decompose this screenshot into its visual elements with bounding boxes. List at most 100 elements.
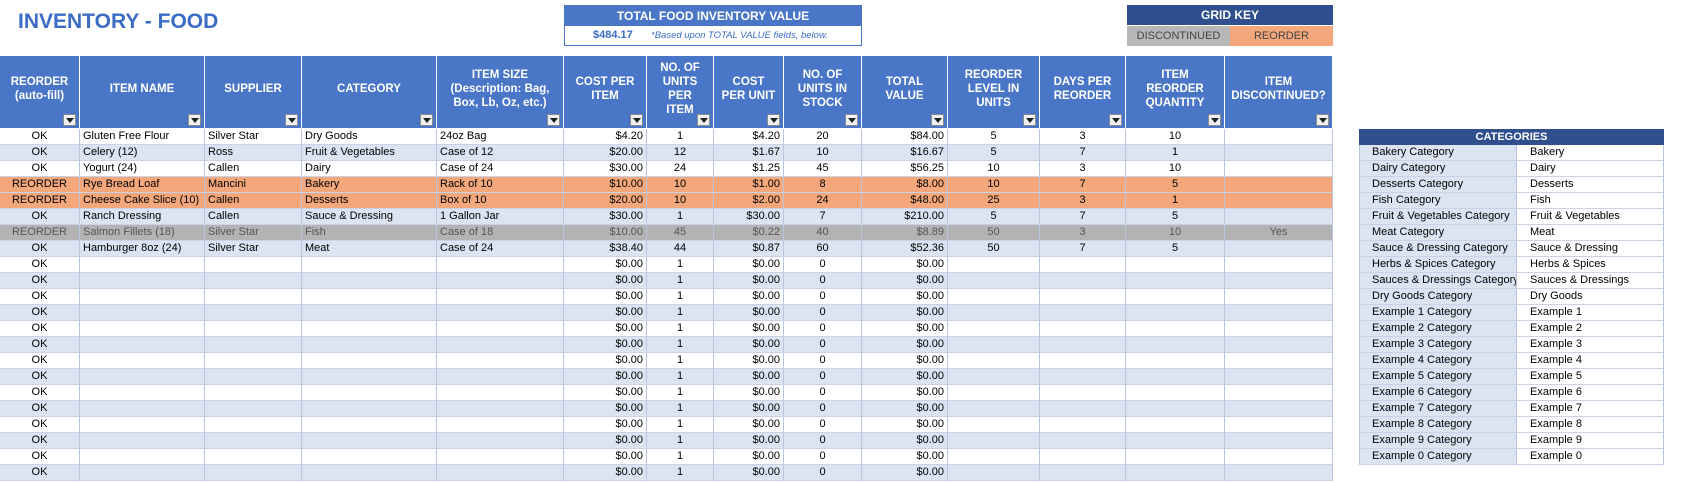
table-cell: 1 [647, 433, 714, 449]
table-cell [1225, 241, 1333, 257]
filter-button[interactable] [630, 114, 643, 126]
category-label: Example 1 Category [1359, 305, 1517, 321]
table-cell [302, 369, 437, 385]
table-cell [205, 369, 302, 385]
table-cell: 0 [784, 353, 862, 369]
filter-button[interactable] [697, 114, 710, 126]
table-cell: $0.00 [714, 305, 784, 321]
table-cell [437, 257, 564, 273]
category-label: Sauce & Dressing Category [1359, 241, 1517, 257]
column-header: COST PER ITEM [564, 56, 647, 128]
table-cell: Meat [302, 241, 437, 257]
table-cell: $0.00 [862, 305, 948, 321]
table-cell: $0.00 [862, 369, 948, 385]
table-cell [205, 385, 302, 401]
filter-button[interactable] [845, 114, 858, 126]
table-cell: 0 [784, 433, 862, 449]
table-cell: $0.00 [564, 289, 647, 305]
table-cell: OK [0, 417, 80, 433]
table-cell: 5 [948, 209, 1040, 225]
table-cell [948, 433, 1040, 449]
table-cell [437, 289, 564, 305]
table-row [0, 145, 1333, 161]
table-cell [437, 305, 564, 321]
filter-button[interactable] [63, 114, 76, 126]
table-cell: REORDER [0, 225, 80, 241]
table-row [0, 289, 1333, 305]
table-cell: 5 [1126, 209, 1225, 225]
table-cell [1126, 257, 1225, 273]
table-cell [1225, 433, 1333, 449]
filter-button[interactable] [1208, 114, 1221, 126]
table-cell [948, 337, 1040, 353]
table-cell: OK [0, 321, 80, 337]
table-cell: $0.00 [714, 449, 784, 465]
table-cell: 40 [784, 225, 862, 241]
table-cell [1126, 321, 1225, 337]
table-cell: 5 [948, 145, 1040, 161]
table-cell: 0 [784, 273, 862, 289]
table-cell [80, 353, 205, 369]
filter-button[interactable] [1109, 114, 1122, 126]
table-cell: 0 [784, 385, 862, 401]
filter-button[interactable] [285, 114, 298, 126]
table-cell [1225, 289, 1333, 305]
table-cell: $0.00 [564, 257, 647, 273]
table-cell: $84.00 [862, 129, 948, 145]
table-cell: $0.22 [714, 225, 784, 241]
table-row [0, 193, 1333, 209]
table-cell [302, 401, 437, 417]
table-cell: OK [0, 385, 80, 401]
table-cell: 0 [784, 449, 862, 465]
table-cell [205, 353, 302, 369]
total-value: $484.17 [593, 29, 633, 41]
table-cell [1040, 433, 1126, 449]
category-label: Fruit & Vegetables Category [1359, 209, 1517, 225]
table-cell [302, 465, 437, 481]
table-cell: $30.00 [564, 161, 647, 177]
table-cell [302, 417, 437, 433]
table-cell: $0.00 [564, 449, 647, 465]
filter-button[interactable] [420, 114, 433, 126]
filter-button[interactable] [767, 114, 780, 126]
category-label: Example 5 Category [1359, 369, 1517, 385]
table-cell: Hamburger 8oz (24) [80, 241, 205, 257]
filter-button[interactable] [1316, 114, 1329, 126]
column-header: ITEM REORDER QUANTITY [1126, 56, 1225, 128]
table-cell: $0.00 [564, 337, 647, 353]
table-cell: OK [0, 337, 80, 353]
table-cell: $30.00 [564, 209, 647, 225]
total-box: TOTAL FOOD INVENTORY VALUE $484.17 *Base… [564, 5, 862, 46]
table-cell: OK [0, 305, 80, 321]
category-value: Dairy [1517, 161, 1664, 177]
table-cell: 10 [784, 145, 862, 161]
column-header: REORDER LEVEL IN UNITS [948, 56, 1040, 128]
table-cell: $0.00 [862, 417, 948, 433]
table-cell [437, 273, 564, 289]
filter-button[interactable] [931, 114, 944, 126]
total-title: TOTAL FOOD INVENTORY VALUE [565, 6, 861, 26]
table-cell [80, 449, 205, 465]
table-cell: $0.00 [714, 257, 784, 273]
category-label: Example 0 Category [1359, 449, 1517, 465]
table-cell: Callen [205, 209, 302, 225]
table-cell: $0.00 [564, 401, 647, 417]
table-cell: $210.00 [862, 209, 948, 225]
table-cell: $0.00 [564, 417, 647, 433]
table-cell: Fruit & Vegetables [302, 145, 437, 161]
table-cell: Rack of 10 [437, 177, 564, 193]
table-cell: 1 [647, 465, 714, 481]
table-cell: Cheese Cake Slice (10) [80, 193, 205, 209]
table-cell: 45 [647, 225, 714, 241]
table-cell [1126, 273, 1225, 289]
table-cell [302, 449, 437, 465]
table-cell: 44 [647, 241, 714, 257]
category-value: Fish [1517, 193, 1664, 209]
table-cell: 3 [1040, 225, 1126, 241]
table-cell: $0.00 [714, 353, 784, 369]
filter-button[interactable] [1023, 114, 1036, 126]
filter-button[interactable] [547, 114, 560, 126]
category-value: Herbs & Spices [1517, 257, 1664, 273]
category-value: Example 8 [1517, 417, 1664, 433]
filter-button[interactable] [188, 114, 201, 126]
